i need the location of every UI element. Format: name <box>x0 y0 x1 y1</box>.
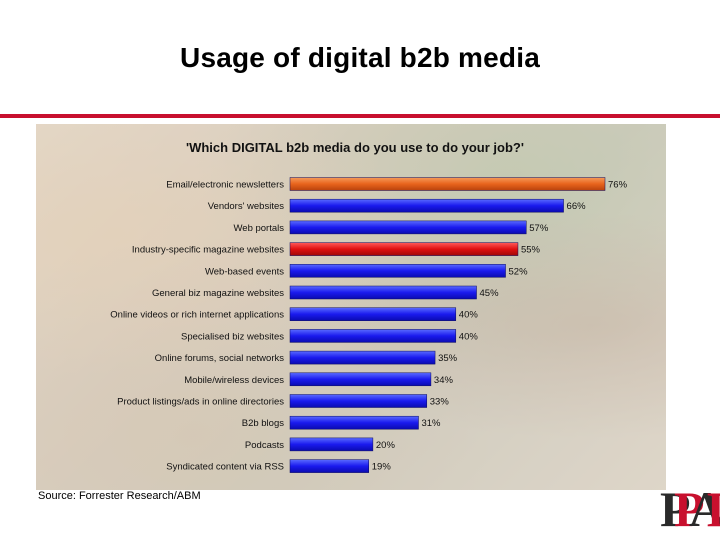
bar-chart: 'Which DIGITAL b2b media do you use to d… <box>110 140 628 473</box>
bar <box>289 394 428 408</box>
category-label: Vendors' websites <box>208 201 285 212</box>
category-label: Syndicated content via RSS <box>166 462 284 473</box>
category-label: General biz magazine websites <box>152 288 284 299</box>
slide-title: Usage of digital b2b media <box>180 42 540 73</box>
bar <box>289 307 457 321</box>
category-label: Online forums, social networks <box>155 353 285 364</box>
logo-letter-p2: P <box>674 481 705 537</box>
category-label: Industry-specific magazine websites <box>132 245 284 256</box>
bar-value-label: 66% <box>567 201 587 212</box>
bar <box>289 285 477 300</box>
category-label: Product listings/ads in online directori… <box>117 397 284 408</box>
bar <box>289 220 527 235</box>
logo-letter-a: A <box>689 481 720 537</box>
bar <box>289 350 436 365</box>
bar-value-label: 45% <box>480 288 500 299</box>
bar-value-label: 35% <box>438 353 458 364</box>
logo-letter-i: I <box>706 481 720 537</box>
bar-value-label: 40% <box>459 331 479 342</box>
bar-value-label: 76% <box>608 180 628 191</box>
bar <box>289 264 506 278</box>
chart-title: 'Which DIGITAL b2b media do you use to d… <box>186 140 524 155</box>
category-label: Mobile/wireless devices <box>184 375 284 386</box>
bar-value-label: 20% <box>376 440 396 451</box>
category-label: Web-based events <box>205 266 284 277</box>
category-label: Web portals <box>233 223 284 234</box>
logo-letter-p1: P <box>660 481 691 537</box>
bar <box>289 437 374 452</box>
category-label: Specialised biz websites <box>181 331 284 342</box>
category-label: Online videos or rich internet applicati… <box>110 310 284 321</box>
bar-value-label: 55% <box>521 245 541 256</box>
bar-value-label: 40% <box>459 310 479 321</box>
bar-value-label: 19% <box>372 462 392 473</box>
bar-value-label: 34% <box>434 375 454 386</box>
bar <box>289 372 432 387</box>
bar <box>289 329 457 343</box>
ppai-logo: P P A I <box>660 481 720 537</box>
bar <box>289 415 419 430</box>
category-label: B2b blogs <box>242 418 285 429</box>
background-photo: 'Which DIGITAL b2b media do you use to d… <box>36 124 666 490</box>
category-label: Email/electronic newsletters <box>166 180 284 191</box>
bar-value-label: 33% <box>430 397 450 408</box>
bar <box>289 177 606 191</box>
bar-value-label: 57% <box>529 223 549 234</box>
title-divider <box>0 114 720 118</box>
bar-value-label: 31% <box>421 418 441 429</box>
bar <box>289 242 519 256</box>
bar <box>289 459 369 473</box>
bar <box>289 198 564 213</box>
source-note: Source: Forrester Research/ABM <box>38 490 201 502</box>
category-label: Podcasts <box>245 440 284 451</box>
bar-value-label: 52% <box>509 266 529 277</box>
